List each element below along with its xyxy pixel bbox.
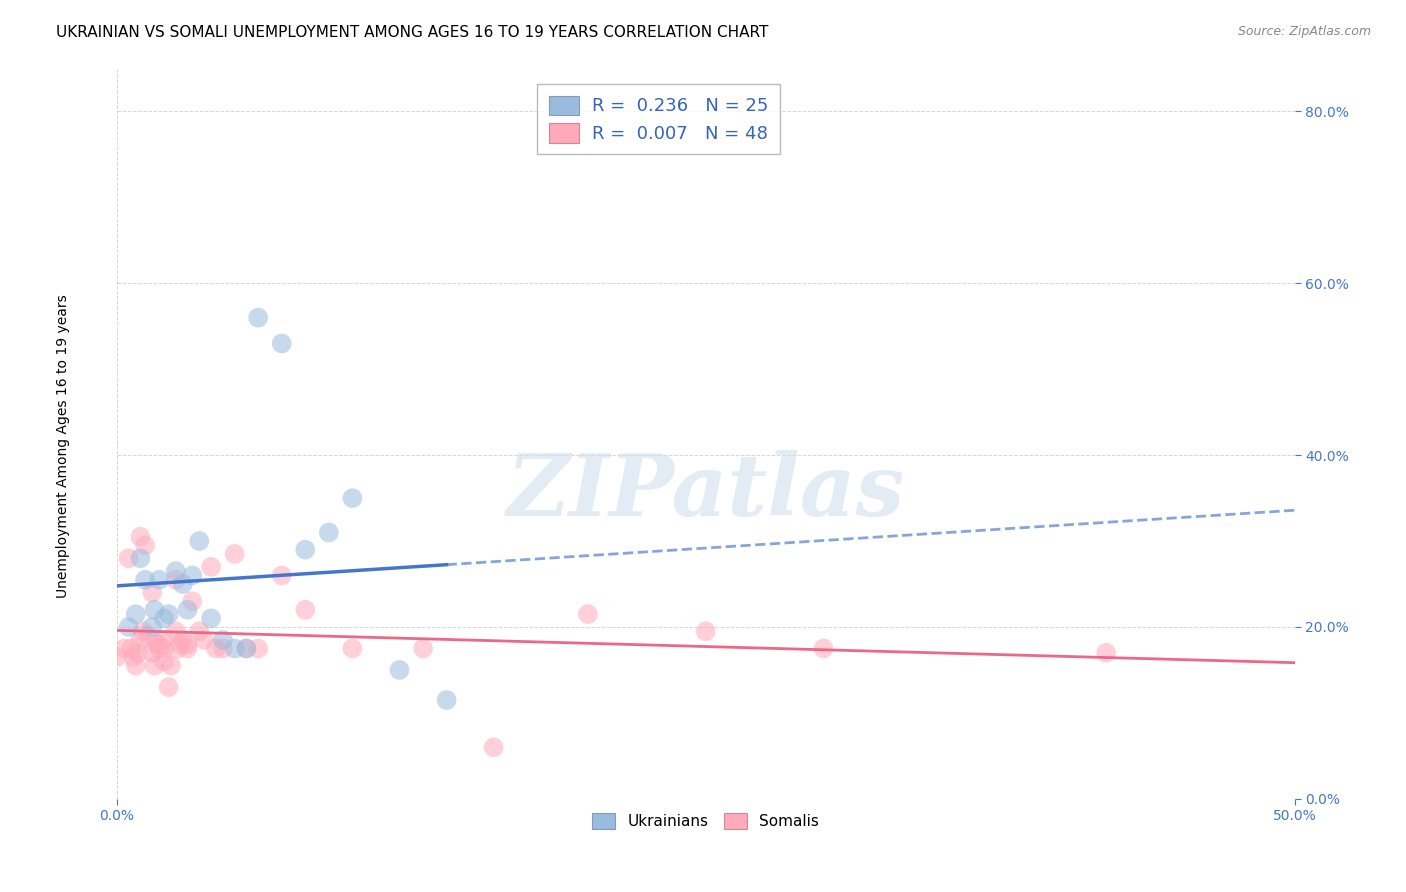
Point	[157, 607, 180, 621]
Point	[134, 573, 156, 587]
Point	[146, 637, 169, 651]
Point	[125, 607, 148, 621]
Point	[342, 641, 364, 656]
Point	[235, 641, 257, 656]
Point	[169, 637, 191, 651]
Point	[247, 641, 270, 656]
Text: UKRAINIAN VS SOMALI UNEMPLOYMENT AMONG AGES 16 TO 19 YEARS CORRELATION CHART: UKRAINIAN VS SOMALI UNEMPLOYMENT AMONG A…	[56, 25, 769, 40]
Point	[211, 632, 233, 647]
Point	[181, 568, 204, 582]
Point	[176, 641, 198, 656]
Point	[157, 680, 180, 694]
Point	[172, 632, 194, 647]
Point	[224, 641, 246, 656]
Point	[160, 658, 183, 673]
Point	[318, 525, 340, 540]
Point	[136, 629, 159, 643]
Point	[117, 620, 139, 634]
Point	[129, 530, 152, 544]
Point	[412, 641, 434, 656]
Point	[235, 641, 257, 656]
Point	[188, 624, 211, 639]
Point	[127, 646, 149, 660]
Point	[148, 637, 170, 651]
Point	[112, 641, 135, 656]
Point	[129, 632, 152, 647]
Point	[143, 658, 166, 673]
Point	[165, 624, 187, 639]
Point	[120, 641, 142, 656]
Point	[117, 551, 139, 566]
Point	[143, 603, 166, 617]
Point	[167, 641, 190, 656]
Point	[153, 632, 176, 647]
Point	[224, 547, 246, 561]
Point	[211, 641, 233, 656]
Point	[132, 624, 155, 639]
Point	[247, 310, 270, 325]
Point	[436, 693, 458, 707]
Point	[122, 650, 145, 665]
Point	[200, 559, 222, 574]
Point	[193, 632, 215, 647]
Point	[141, 620, 163, 634]
Point	[270, 568, 292, 582]
Point	[270, 336, 292, 351]
Point	[200, 611, 222, 625]
Point	[141, 646, 163, 660]
Point	[172, 577, 194, 591]
Text: ZIPatlas: ZIPatlas	[506, 450, 904, 533]
Point	[813, 641, 835, 656]
Point	[153, 654, 176, 668]
Point	[105, 650, 128, 665]
Point	[148, 573, 170, 587]
Point	[188, 534, 211, 549]
Point	[482, 740, 505, 755]
Point	[165, 564, 187, 578]
Point	[125, 658, 148, 673]
Point	[342, 491, 364, 505]
Point	[176, 603, 198, 617]
Point	[695, 624, 717, 639]
Point	[1095, 646, 1118, 660]
Point	[129, 551, 152, 566]
Point	[148, 641, 170, 656]
Point	[204, 641, 226, 656]
Text: Source: ZipAtlas.com: Source: ZipAtlas.com	[1237, 25, 1371, 38]
Legend: Ukrainians, Somalis: Ukrainians, Somalis	[586, 806, 825, 835]
Point	[153, 611, 176, 625]
Point	[165, 573, 187, 587]
Point	[294, 603, 316, 617]
Point	[181, 594, 204, 608]
Point	[134, 538, 156, 552]
Text: Unemployment Among Ages 16 to 19 years: Unemployment Among Ages 16 to 19 years	[56, 294, 70, 598]
Point	[294, 542, 316, 557]
Point	[388, 663, 411, 677]
Point	[176, 637, 198, 651]
Point	[153, 641, 176, 656]
Point	[141, 585, 163, 599]
Point	[576, 607, 599, 621]
